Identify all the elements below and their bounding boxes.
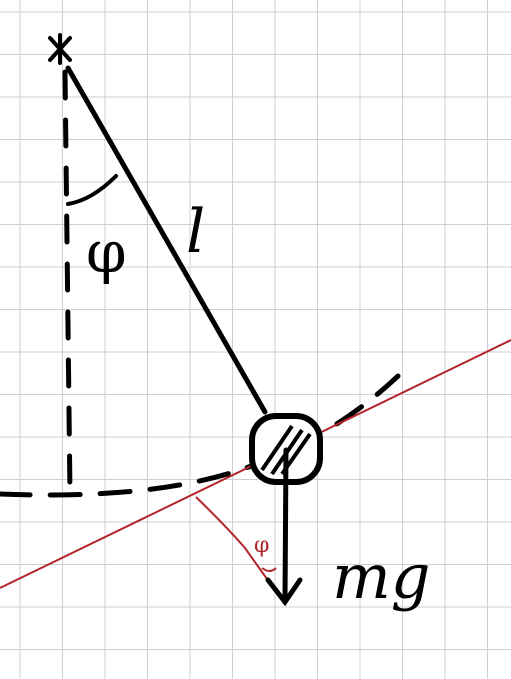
angle-arc	[66, 174, 118, 206]
pendulum-string	[65, 65, 268, 415]
trajectory-arc	[0, 373, 401, 498]
length-label: l	[186, 197, 205, 267]
red-angle-arc	[261, 567, 277, 572]
red-angle-label: φ	[254, 533, 269, 558]
angle-label: φ	[86, 218, 127, 286]
vertical-dashed-line	[62, 69, 73, 498]
force-label: mg	[332, 540, 430, 613]
force-arrow	[265, 447, 303, 607]
pivot-point	[48, 33, 72, 65]
